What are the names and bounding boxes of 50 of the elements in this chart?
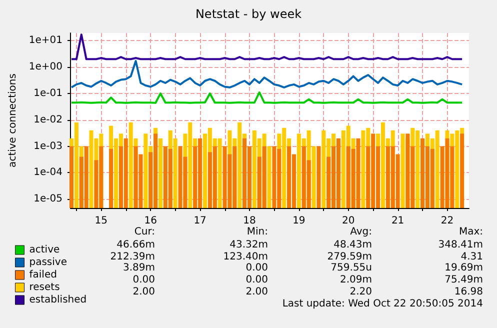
legend-label: passive <box>29 257 67 268</box>
y-tick-label: 1e+01 <box>28 35 63 46</box>
text: 4.31 <box>460 252 483 262</box>
x-tick-label: 22 <box>440 216 454 226</box>
text: 46.66m <box>116 240 156 250</box>
text: 0.00 <box>132 274 155 286</box>
text: 2.09m <box>340 274 372 286</box>
x-tick-label: 20 <box>342 216 355 226</box>
chart-title: Netstat - by week <box>195 7 302 21</box>
x-tick-label: 16 <box>144 216 157 226</box>
legend-label: established <box>29 294 87 306</box>
text: 212.39m <box>110 252 156 262</box>
x-tick-label: 19 <box>292 216 306 226</box>
y-tick-label: 1e-02 <box>34 114 63 126</box>
text: 0.00 <box>246 274 268 286</box>
text: 43.32m <box>230 240 268 250</box>
text: 19.69m <box>444 262 484 274</box>
y-tick-label: 1e-03 <box>34 140 63 152</box>
text: 0.00 <box>246 262 268 274</box>
x-tick-label: 17 <box>194 216 206 226</box>
line-series <box>70 34 464 60</box>
text: Max: <box>458 226 484 238</box>
legend-label: failed <box>29 270 57 280</box>
line-series <box>70 60 464 88</box>
y-tick-label: 1e-04 <box>34 167 63 178</box>
x-tick-label: 15 <box>94 216 108 226</box>
text: 75.49m <box>444 274 484 286</box>
text: 3.89m <box>122 262 156 274</box>
text: 2.20 <box>350 286 372 298</box>
y-tick-label: 1e-05 <box>34 194 63 205</box>
text: 759.55u <box>330 262 372 274</box>
text: 123.40m <box>223 252 268 262</box>
y-axis-title: active connections <box>8 74 18 168</box>
y-tick-label: 1e+00 <box>28 62 63 73</box>
text: Avg: <box>350 226 372 238</box>
legend-label: active <box>29 244 60 256</box>
text: 16.98 <box>454 286 484 298</box>
line-series <box>70 91 464 104</box>
text: 279.59m <box>327 252 372 262</box>
text: 48.43m <box>334 240 372 250</box>
text: 2.00 <box>246 286 268 298</box>
x-tick-label: 18 <box>243 216 256 226</box>
x-tick-label: 21 <box>391 216 404 226</box>
text: Last update: Wed Oct 22 20:50:05 2014 <box>282 298 484 310</box>
legend-label: resets <box>29 282 60 293</box>
y-tick-label: 1e-01 <box>34 88 63 99</box>
text: Cur: <box>134 226 155 238</box>
text: Min: <box>246 226 268 238</box>
text: 2.00 <box>132 286 155 298</box>
text: 348.41m <box>438 240 484 250</box>
